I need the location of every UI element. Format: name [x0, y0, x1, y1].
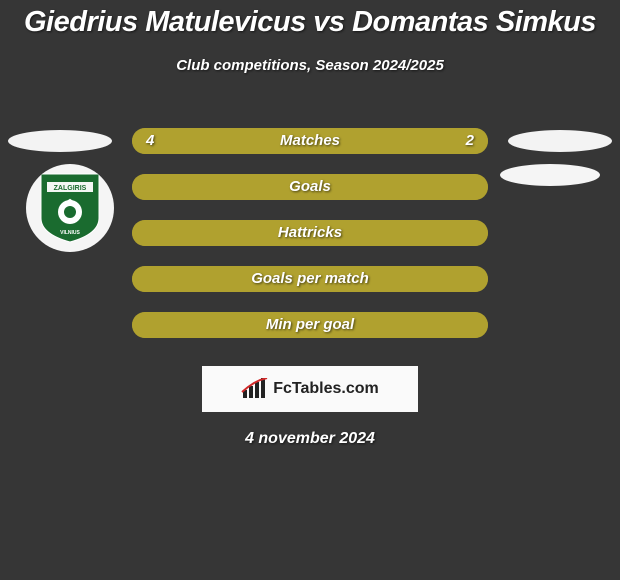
- comparison-row: Min per goal: [0, 302, 620, 348]
- snapshot-date: 4 november 2024: [0, 430, 620, 448]
- subtitle: Club competitions, Season 2024/2025: [0, 57, 620, 74]
- comparison-chart: ZALGIRIS VILNIUS Matches42GoalsHattricks…: [0, 118, 620, 348]
- stat-label: Matches: [132, 128, 488, 154]
- stat-label: Goals per match: [132, 266, 488, 292]
- left-player-marker: [8, 130, 112, 152]
- stat-bar: Matches4 2: [132, 128, 488, 154]
- stat-bar: Hattricks: [132, 220, 488, 246]
- comparison-row: Goals per match: [0, 256, 620, 302]
- right-player-marker: [508, 130, 612, 152]
- stat-label: Min per goal: [132, 312, 488, 338]
- stat-label: Hattricks: [132, 220, 488, 246]
- stat-bar: Goals per match: [132, 266, 488, 292]
- comparison-row: Goals: [0, 164, 620, 210]
- page-title: Giedrius Matulevicus vs Domantas Simkus: [0, 0, 620, 39]
- branding-text: FcTables.com: [273, 380, 379, 398]
- branding-badge: FcTables.com: [202, 366, 418, 412]
- stat-bar: Goals: [132, 174, 488, 200]
- stat-label: Goals: [132, 174, 488, 200]
- left-value: 4: [146, 128, 154, 154]
- bar-chart-icon: [241, 378, 269, 400]
- comparison-row: Matches4 2: [0, 118, 620, 164]
- stat-bar: Min per goal: [132, 312, 488, 338]
- right-value: 2: [466, 128, 474, 154]
- comparison-row: Hattricks: [0, 210, 620, 256]
